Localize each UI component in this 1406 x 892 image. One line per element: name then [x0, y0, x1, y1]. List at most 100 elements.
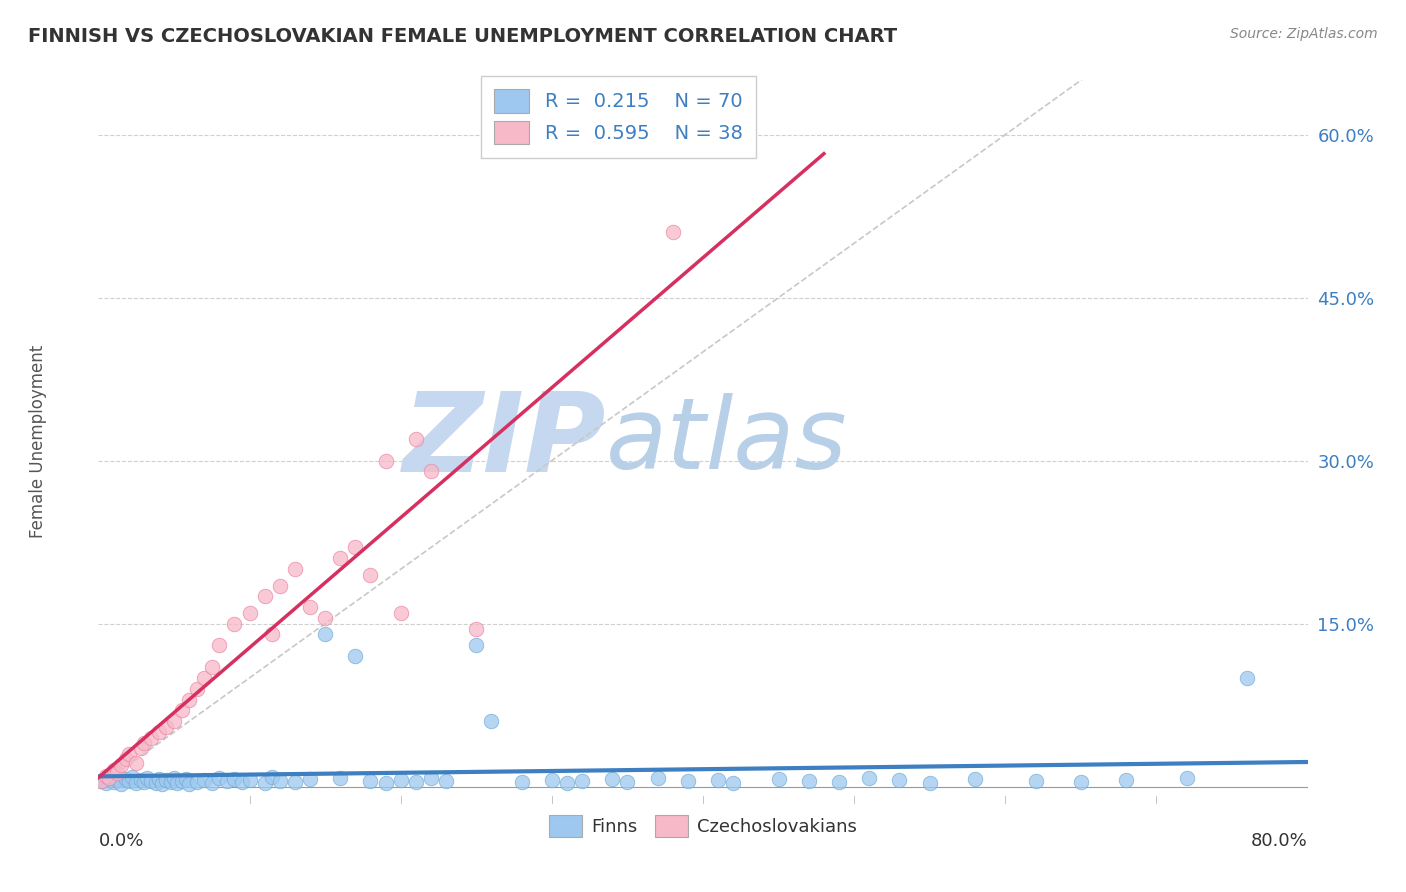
- Point: [420, 464, 443, 478]
- Point: [481, 714, 503, 729]
- Point: [918, 776, 941, 790]
- Point: [420, 771, 443, 785]
- Point: [148, 725, 170, 739]
- Point: [262, 770, 284, 784]
- Point: [163, 771, 186, 785]
- Point: [344, 541, 367, 555]
- Point: [647, 771, 669, 785]
- Point: [174, 772, 197, 786]
- Point: [125, 776, 148, 790]
- Point: [239, 606, 262, 620]
- Point: [201, 776, 224, 790]
- Point: [224, 616, 246, 631]
- Point: [661, 226, 683, 240]
- Point: [465, 638, 488, 652]
- Point: [145, 776, 167, 790]
- Point: [103, 763, 125, 777]
- Point: [1175, 771, 1198, 785]
- Point: [540, 772, 562, 787]
- Point: [132, 775, 155, 789]
- Point: [676, 774, 699, 789]
- Point: [208, 771, 231, 785]
- Point: [284, 775, 307, 789]
- Point: [179, 777, 201, 791]
- Point: [125, 756, 148, 770]
- Point: [269, 578, 291, 592]
- Text: FINNISH VS CZECHOSLOVAKIAN FEMALE UNEMPLOYMENT CORRELATION CHART: FINNISH VS CZECHOSLOVAKIAN FEMALE UNEMPL…: [28, 27, 897, 45]
- Point: [360, 774, 382, 789]
- Point: [434, 774, 457, 789]
- Point: [132, 736, 155, 750]
- Legend: Finns, Czechoslovakians: Finns, Czechoslovakians: [543, 808, 863, 845]
- Point: [90, 774, 112, 789]
- Point: [1236, 671, 1258, 685]
- Point: [602, 772, 624, 786]
- Point: [858, 771, 880, 785]
- Point: [329, 551, 352, 566]
- Point: [110, 757, 132, 772]
- Point: [94, 769, 117, 783]
- Point: [170, 703, 193, 717]
- Point: [193, 671, 215, 685]
- Point: [118, 747, 141, 761]
- Text: atlas: atlas: [606, 393, 848, 490]
- Point: [344, 649, 367, 664]
- Text: 80.0%: 80.0%: [1251, 831, 1308, 850]
- Point: [965, 772, 987, 786]
- Point: [1024, 774, 1046, 789]
- Point: [299, 600, 322, 615]
- Point: [166, 776, 188, 790]
- Point: [103, 775, 125, 789]
- Point: [179, 692, 201, 706]
- Text: 0.0%: 0.0%: [98, 831, 143, 850]
- Point: [405, 432, 427, 446]
- Point: [465, 622, 488, 636]
- Point: [150, 777, 173, 791]
- Point: [797, 774, 820, 789]
- Point: [155, 720, 177, 734]
- Point: [239, 772, 262, 787]
- Point: [94, 776, 117, 790]
- Point: [160, 775, 183, 789]
- Point: [314, 627, 336, 641]
- Point: [768, 772, 790, 786]
- Point: [707, 772, 730, 787]
- Point: [284, 562, 307, 576]
- Point: [1070, 775, 1092, 789]
- Point: [374, 776, 396, 790]
- Point: [114, 772, 136, 786]
- Point: [118, 774, 141, 789]
- Point: [723, 776, 745, 790]
- Point: [186, 681, 208, 696]
- Point: [389, 772, 412, 787]
- Point: [224, 772, 246, 786]
- Point: [828, 775, 851, 789]
- Point: [90, 774, 112, 789]
- Point: [98, 771, 121, 785]
- Point: [98, 771, 121, 785]
- Point: [186, 775, 208, 789]
- Point: [360, 567, 382, 582]
- Point: [889, 772, 911, 787]
- Point: [253, 776, 276, 790]
- Point: [105, 766, 128, 780]
- Point: [129, 741, 152, 756]
- Point: [253, 590, 276, 604]
- Point: [148, 772, 170, 786]
- Point: [299, 772, 322, 786]
- Point: [231, 775, 253, 789]
- Point: [389, 606, 412, 620]
- Point: [329, 771, 352, 785]
- Point: [208, 638, 231, 652]
- Point: [114, 752, 136, 766]
- Point: [262, 627, 284, 641]
- Text: ZIP: ZIP: [402, 388, 606, 495]
- Point: [314, 611, 336, 625]
- Point: [135, 771, 157, 785]
- Point: [215, 774, 238, 789]
- Point: [121, 770, 143, 784]
- Point: [555, 776, 578, 790]
- Text: Female Unemployment: Female Unemployment: [30, 345, 46, 538]
- Point: [571, 774, 593, 789]
- Text: Source: ZipAtlas.com: Source: ZipAtlas.com: [1230, 27, 1378, 41]
